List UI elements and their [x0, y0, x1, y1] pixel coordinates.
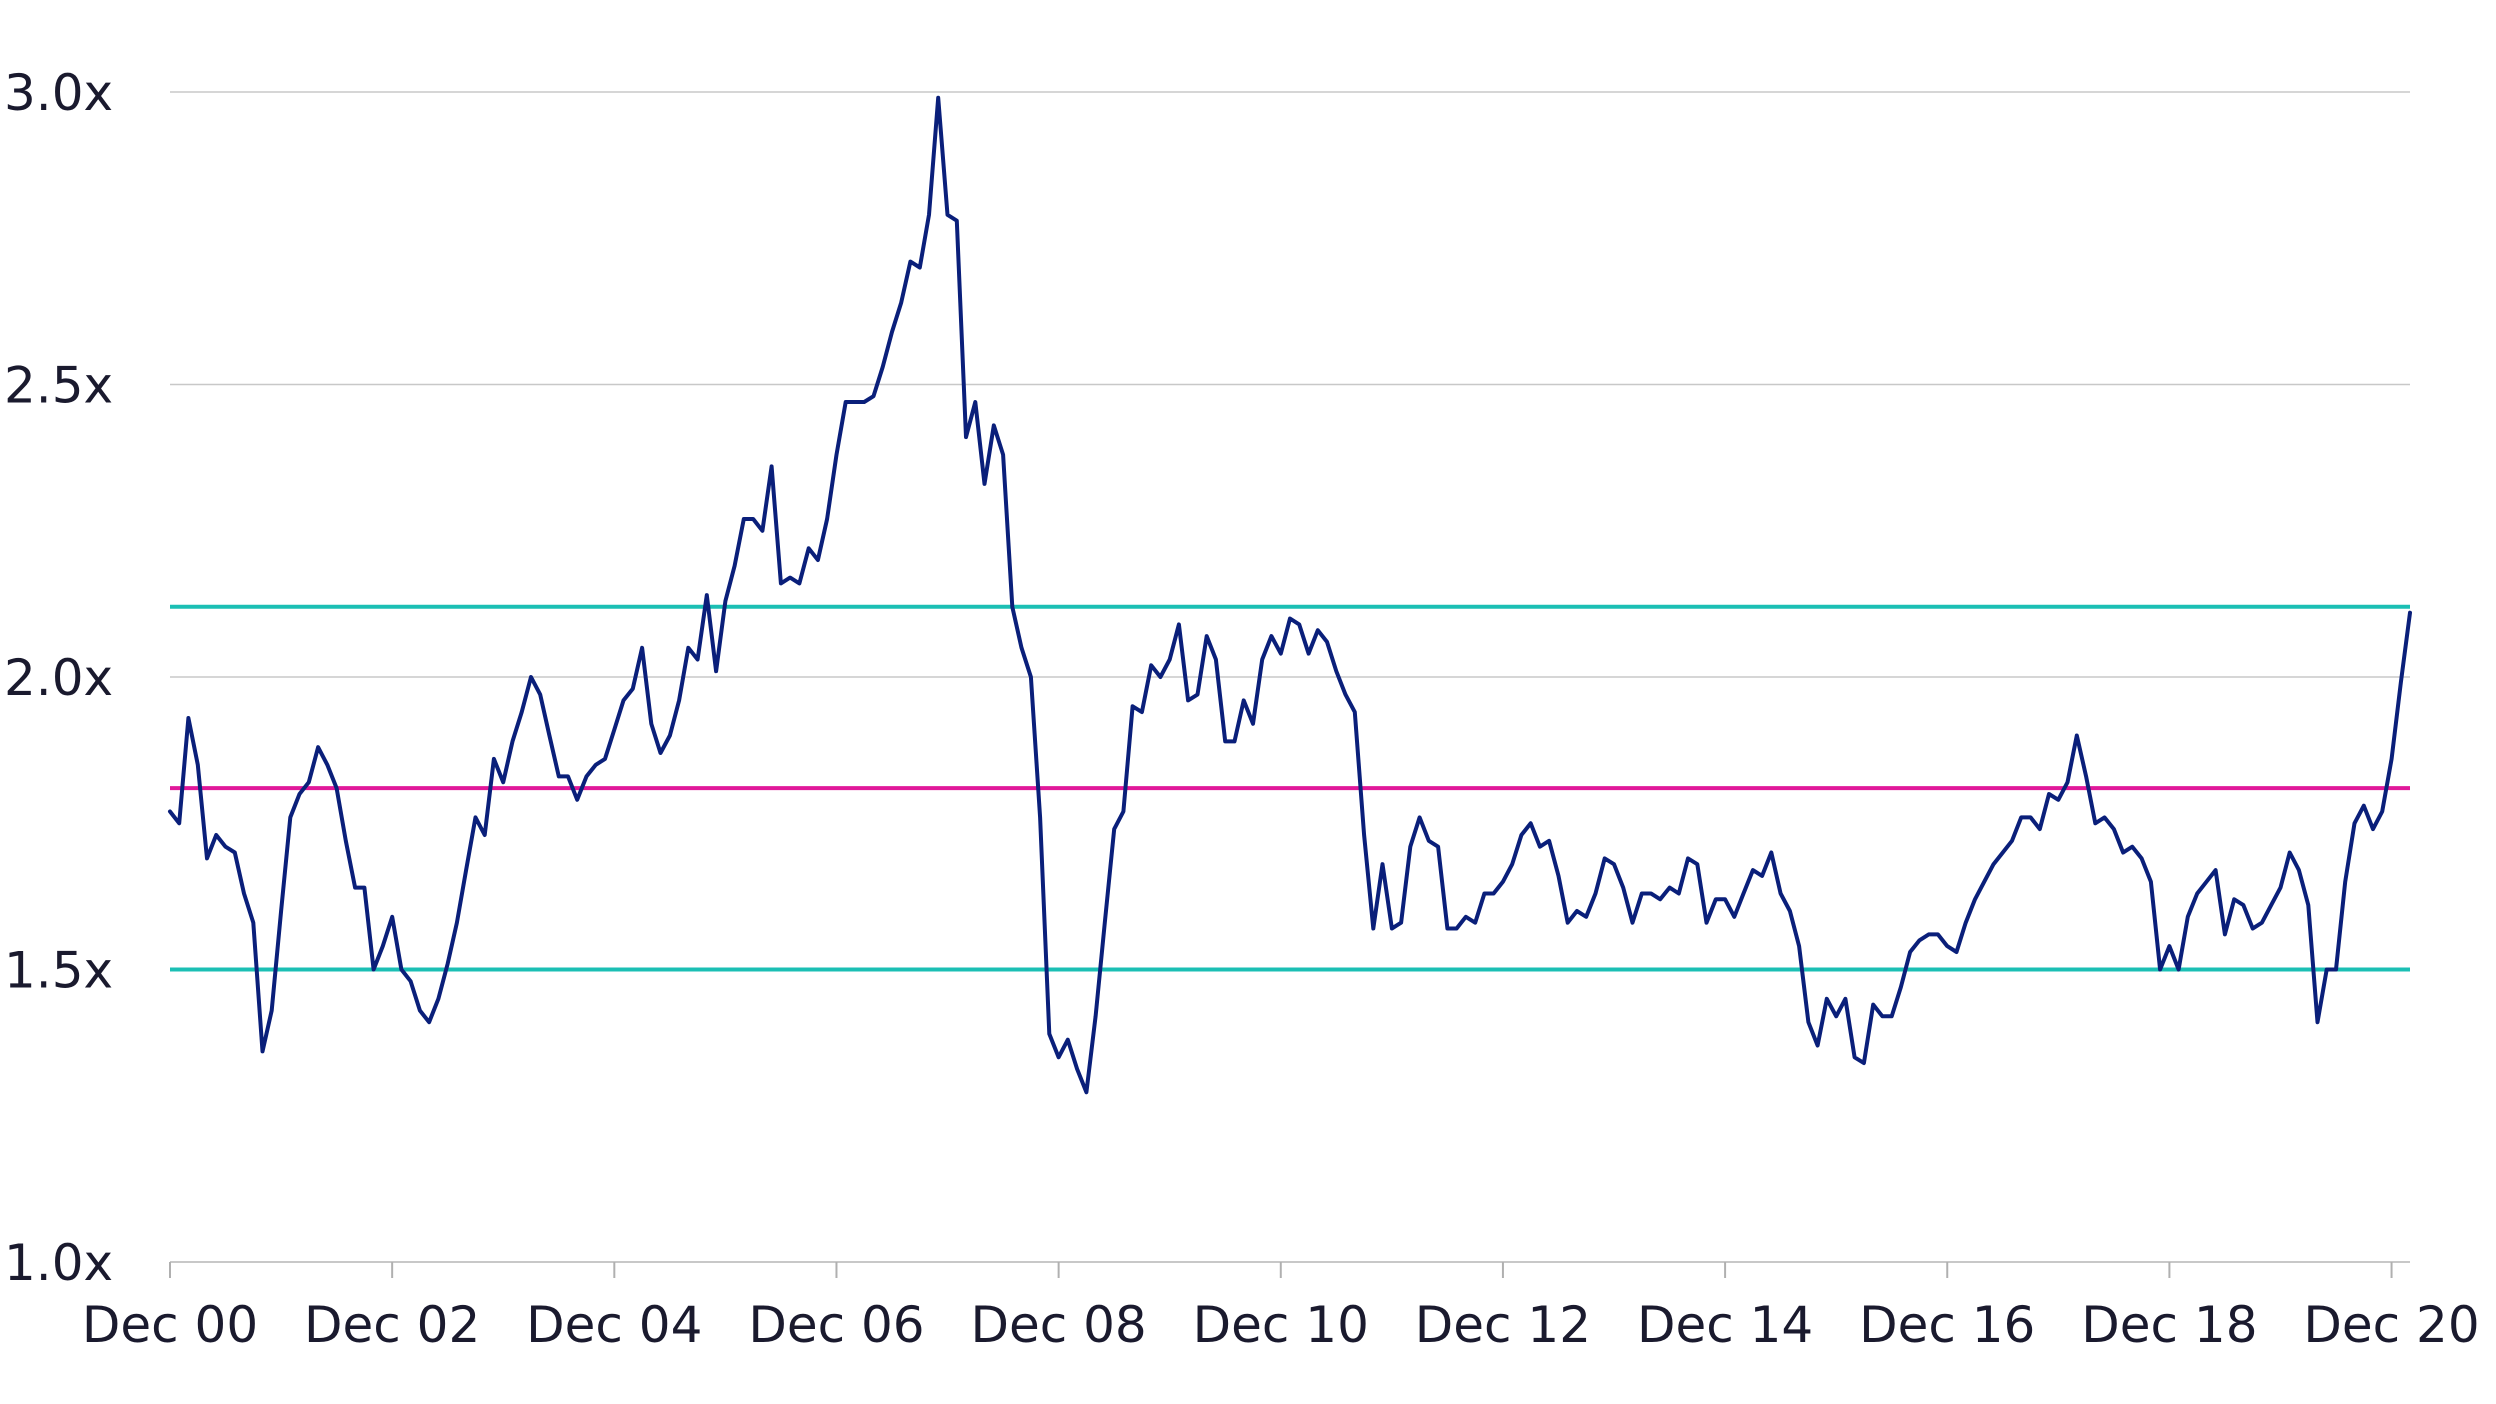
x-tick-label: Dec 06	[748, 1296, 924, 1354]
x-tick-label: Dec 14	[1637, 1296, 1813, 1354]
x-tick-label: Dec 16	[1859, 1296, 2035, 1354]
x-tick-label: Dec 18	[2081, 1296, 2257, 1354]
series-layer	[168, 95, 2412, 1095]
series-line	[168, 95, 2412, 1095]
x-tick-label: Dec 12	[1415, 1296, 1591, 1354]
x-tick-label: Dec 20	[2303, 1296, 2479, 1354]
x-tick-label: Dec 04	[526, 1296, 702, 1354]
y-tick-label: 1.5x	[4, 942, 113, 1000]
gridlines	[170, 91, 2410, 971]
x-axis: Dec 00 Dec 02 Dec 04 Dec 06 Dec 08 Dec 10 Dec …	[82, 1261, 2480, 1354]
y-tick-label: 2.5x	[4, 357, 113, 415]
x-tick-label: Dec 02	[304, 1296, 480, 1354]
x-tick-label: Dec 00	[82, 1296, 258, 1354]
y-tick-label: 1.0x	[4, 1234, 113, 1292]
y-axis: 1.0x 1.5x 2.0x 2.5x 3.0x	[4, 64, 113, 1292]
reference-lines	[170, 604, 2410, 972]
y-tick-label: 2.0x	[4, 649, 113, 707]
x-tick-label: Dec 10	[1193, 1296, 1369, 1354]
y-tick-label: 3.0x	[4, 64, 113, 122]
x-tick-label: Dec 08	[970, 1296, 1146, 1354]
